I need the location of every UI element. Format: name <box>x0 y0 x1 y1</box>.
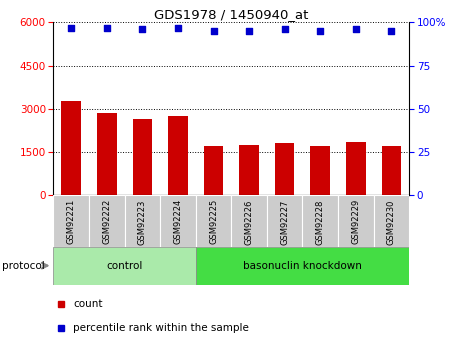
Bar <box>204 146 223 195</box>
Text: GSM92223: GSM92223 <box>138 199 147 245</box>
Point <box>103 25 111 30</box>
Title: GDS1978 / 1450940_at: GDS1978 / 1450940_at <box>154 8 308 21</box>
Point <box>210 28 217 34</box>
Text: GSM92225: GSM92225 <box>209 199 218 245</box>
Bar <box>97 113 117 195</box>
Bar <box>168 116 188 195</box>
Text: count: count <box>73 299 103 309</box>
Point <box>67 25 75 30</box>
Point <box>317 28 324 34</box>
Text: control: control <box>106 261 143 270</box>
Text: protocol: protocol <box>2 261 45 270</box>
Bar <box>303 195 338 247</box>
Bar <box>239 145 259 195</box>
Bar <box>374 195 409 247</box>
Bar <box>196 247 409 285</box>
Text: basonuclin knockdown: basonuclin knockdown <box>243 261 362 270</box>
Point <box>281 27 288 32</box>
Bar <box>53 247 196 285</box>
Bar <box>133 119 152 195</box>
Text: GSM92226: GSM92226 <box>245 199 253 245</box>
Bar <box>160 195 196 247</box>
Bar <box>53 195 89 247</box>
Text: GSM92224: GSM92224 <box>173 199 182 245</box>
Text: GSM92222: GSM92222 <box>102 199 111 245</box>
Point <box>139 27 146 32</box>
Text: GSM92227: GSM92227 <box>280 199 289 245</box>
Point <box>174 25 182 30</box>
Point <box>352 27 359 32</box>
Text: GSM92228: GSM92228 <box>316 199 325 245</box>
Text: GSM92230: GSM92230 <box>387 199 396 245</box>
Bar <box>267 195 303 247</box>
Point <box>246 28 253 34</box>
Bar <box>232 195 267 247</box>
Text: GSM92229: GSM92229 <box>352 199 360 245</box>
Bar <box>346 142 365 195</box>
Bar <box>382 146 401 195</box>
Text: percentile rank within the sample: percentile rank within the sample <box>73 323 249 333</box>
Bar <box>311 146 330 195</box>
Bar <box>125 195 160 247</box>
Text: GSM92221: GSM92221 <box>67 199 76 245</box>
Bar <box>196 195 232 247</box>
Bar <box>338 195 374 247</box>
Point <box>388 28 395 34</box>
Bar <box>61 101 81 195</box>
Bar <box>275 143 294 195</box>
Bar <box>89 195 125 247</box>
